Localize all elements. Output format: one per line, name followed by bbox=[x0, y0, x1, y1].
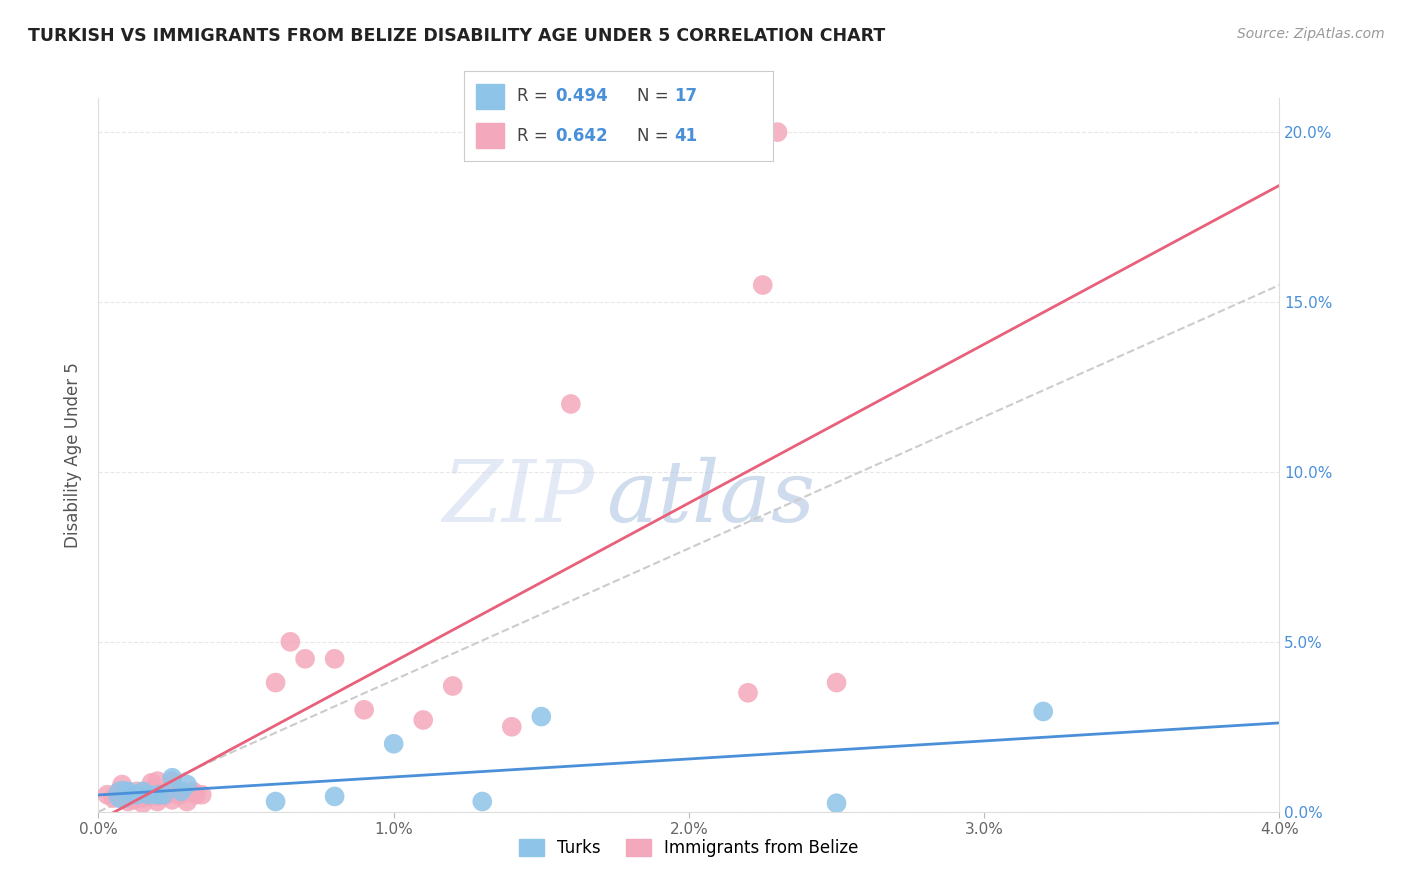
Point bbox=[132, 788, 155, 802]
Point bbox=[117, 784, 139, 798]
Point bbox=[122, 793, 145, 807]
Point bbox=[162, 771, 183, 785]
Point bbox=[294, 652, 316, 666]
Point bbox=[264, 675, 287, 690]
Point bbox=[170, 784, 193, 798]
Text: TURKISH VS IMMIGRANTS FROM BELIZE DISABILITY AGE UNDER 5 CORRELATION CHART: TURKISH VS IMMIGRANTS FROM BELIZE DISABI… bbox=[28, 27, 886, 45]
Text: R =: R = bbox=[516, 87, 553, 105]
Text: 41: 41 bbox=[675, 127, 697, 145]
Y-axis label: Disability Age Under 5: Disability Age Under 5 bbox=[65, 362, 83, 548]
Point bbox=[181, 784, 204, 798]
Point bbox=[162, 774, 183, 789]
Point bbox=[737, 686, 759, 700]
Point bbox=[117, 788, 139, 802]
Point bbox=[530, 709, 553, 723]
Point bbox=[162, 793, 183, 807]
Point bbox=[278, 635, 302, 649]
Point bbox=[132, 796, 155, 810]
Point bbox=[353, 703, 375, 717]
Point bbox=[184, 788, 207, 802]
Point bbox=[382, 737, 405, 751]
Text: R =: R = bbox=[516, 127, 553, 145]
Point bbox=[108, 784, 131, 798]
Text: 17: 17 bbox=[675, 87, 697, 105]
Point bbox=[162, 784, 183, 798]
Point bbox=[146, 774, 169, 789]
Point bbox=[167, 788, 190, 802]
Point bbox=[441, 679, 464, 693]
Point bbox=[1032, 705, 1054, 719]
Point bbox=[96, 788, 118, 802]
Point bbox=[132, 791, 155, 805]
Point bbox=[825, 796, 848, 810]
Point bbox=[141, 784, 163, 798]
Point bbox=[138, 788, 160, 802]
Text: Source: ZipAtlas.com: Source: ZipAtlas.com bbox=[1237, 27, 1385, 41]
Point bbox=[170, 788, 193, 802]
Point bbox=[141, 776, 163, 790]
Point bbox=[766, 125, 789, 139]
Point bbox=[264, 795, 287, 809]
Text: atlas: atlas bbox=[606, 457, 815, 539]
Point bbox=[412, 713, 434, 727]
Point bbox=[825, 675, 848, 690]
Point bbox=[146, 789, 169, 804]
Text: N =: N = bbox=[637, 87, 673, 105]
Text: 0.642: 0.642 bbox=[555, 127, 607, 145]
Legend: Turks, Immigrants from Belize: Turks, Immigrants from Belize bbox=[512, 832, 866, 864]
Text: 0.494: 0.494 bbox=[555, 87, 607, 105]
Point bbox=[191, 788, 214, 802]
Point bbox=[323, 789, 346, 804]
Point bbox=[117, 795, 139, 809]
Point bbox=[176, 778, 198, 792]
Point bbox=[176, 795, 198, 809]
Point bbox=[146, 788, 169, 802]
Text: N =: N = bbox=[637, 127, 673, 145]
Point bbox=[471, 795, 494, 809]
Point bbox=[751, 278, 773, 293]
Bar bbox=[477, 123, 505, 148]
Text: ZIP: ZIP bbox=[443, 457, 595, 539]
Point bbox=[125, 788, 148, 802]
Point bbox=[155, 788, 177, 802]
Point bbox=[132, 784, 155, 798]
Point bbox=[152, 788, 174, 802]
Point bbox=[146, 795, 169, 809]
Point bbox=[560, 397, 582, 411]
Point bbox=[138, 784, 160, 798]
Point bbox=[323, 652, 346, 666]
Point bbox=[501, 720, 523, 734]
Point bbox=[152, 788, 174, 802]
Point bbox=[103, 791, 125, 805]
Point bbox=[125, 784, 148, 798]
Point bbox=[111, 788, 134, 802]
Bar bbox=[477, 84, 505, 109]
Point bbox=[111, 778, 134, 792]
